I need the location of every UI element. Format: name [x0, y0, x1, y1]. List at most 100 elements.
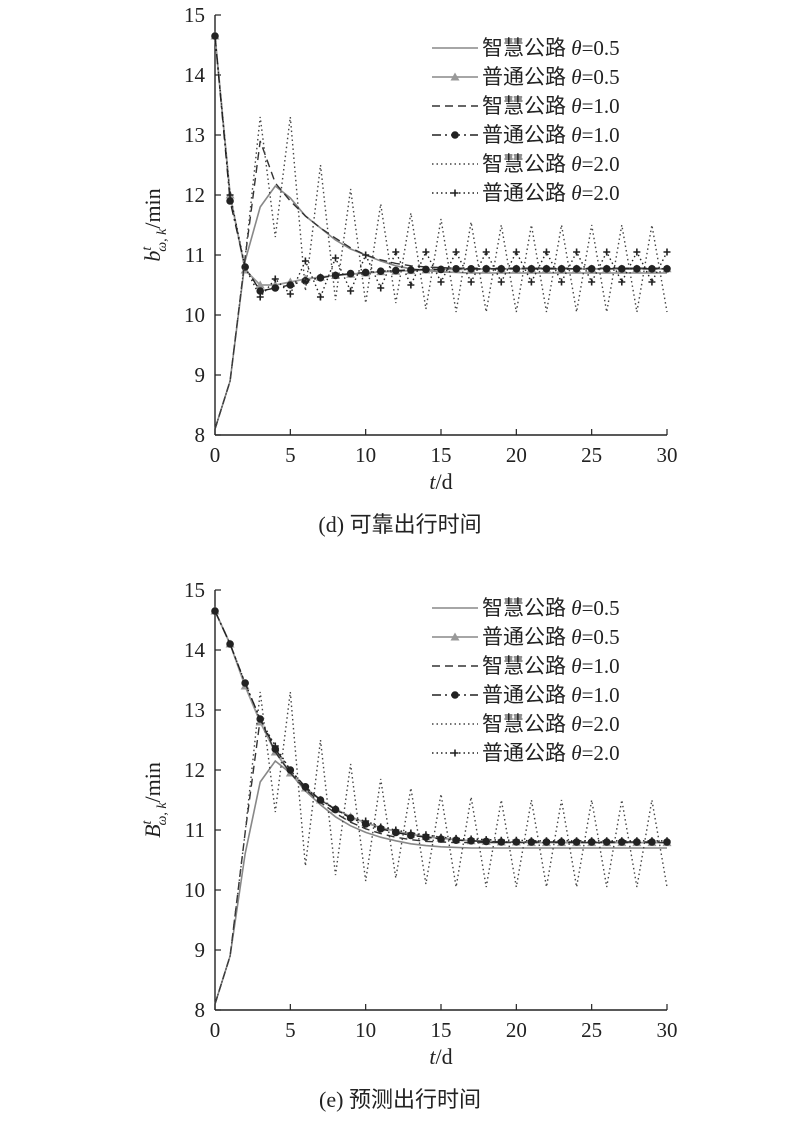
y-tick-label: 12 [184, 758, 205, 782]
legend-label: 普通公路 θ=0.5 [482, 625, 620, 649]
data-point [603, 837, 611, 845]
series-4 [211, 32, 671, 295]
data-point [422, 831, 430, 839]
data-point [437, 278, 445, 286]
data-point [286, 766, 294, 774]
data-point [497, 278, 505, 286]
x-tick-label: 30 [657, 443, 678, 467]
data-point [347, 287, 355, 295]
data-point [467, 835, 475, 843]
data-point [663, 837, 671, 845]
legend-marker [451, 749, 459, 757]
data-point [648, 837, 656, 845]
x-tick-label: 5 [285, 1018, 296, 1042]
y-tick-label: 11 [185, 243, 205, 267]
data-point [633, 248, 641, 256]
data-point [241, 679, 249, 687]
x-tick-label: 10 [355, 443, 376, 467]
data-point [226, 191, 234, 199]
data-point [648, 278, 656, 286]
y-tick-label: 14 [184, 63, 206, 87]
caption: (d) 可靠出行时间 [318, 512, 481, 537]
data-point [648, 265, 656, 273]
series-6 [211, 607, 671, 845]
chart-panel-d: 8 9 10 11 12 13 14 15 0 5 10 15 20 25 30 t/d btω, k/min 智… [140, 3, 678, 537]
data-point [437, 265, 445, 274]
data-point [422, 248, 430, 256]
y-tick-label: 8 [195, 998, 206, 1022]
data-point [467, 278, 475, 286]
x-axis-label: t/d [429, 1044, 452, 1069]
x-tick-label: 0 [210, 443, 221, 467]
legend-label: 普通公路 θ=0.5 [482, 65, 620, 89]
x-tick-label: 20 [506, 1018, 527, 1042]
data-point [527, 278, 535, 286]
data-point [497, 265, 506, 273]
data-point [392, 248, 400, 256]
y-tick-label: 13 [184, 698, 205, 722]
data-point [512, 836, 520, 844]
series-1 [214, 759, 667, 1005]
data-point [332, 254, 340, 262]
legend-marker [451, 131, 459, 139]
x-tick-label: 30 [657, 1018, 678, 1042]
legend-label: 智慧公路 θ=2.0 [482, 712, 620, 736]
data-point [452, 248, 460, 256]
data-point [663, 265, 671, 273]
data-point [362, 251, 370, 259]
data-point [255, 280, 265, 289]
data-point [211, 607, 219, 615]
data-point [482, 836, 490, 844]
series-5 [214, 116, 668, 430]
data-point [512, 248, 520, 256]
data-point [376, 267, 385, 276]
x-tick-label: 0 [210, 1018, 221, 1042]
data-point [437, 833, 445, 841]
y-tick-label: 15 [184, 3, 205, 27]
series-6 [211, 32, 671, 301]
data-point [407, 281, 415, 289]
data-point [618, 265, 626, 273]
x-tick-label: 25 [581, 1018, 602, 1042]
data-point [256, 715, 264, 723]
data-point [633, 837, 641, 845]
data-point [316, 293, 324, 301]
data-point [301, 784, 309, 792]
data-point [332, 805, 340, 813]
y-tick-label: 9 [195, 363, 206, 387]
data-point [392, 266, 400, 275]
legend-label: 普通公路 θ=1.0 [482, 123, 620, 147]
y-tick-label: 14 [184, 638, 206, 662]
data-point [497, 836, 505, 844]
data-point [512, 265, 521, 273]
data-point [452, 265, 460, 273]
data-point [587, 265, 596, 273]
data-point [271, 284, 280, 292]
data-point [572, 265, 581, 273]
x-tick-label: 25 [581, 443, 602, 467]
data-point [588, 837, 596, 845]
legend-label: 智慧公路 θ=0.5 [482, 36, 620, 60]
data-point [467, 265, 475, 273]
legend-marker [451, 189, 459, 197]
y-axis-label: Btω, k/min [140, 762, 170, 838]
x-tick-label: 20 [506, 443, 527, 467]
data-point [407, 266, 415, 274]
data-point [558, 278, 566, 286]
data-point [377, 284, 385, 292]
data-point [392, 826, 400, 834]
y-tick-label: 13 [184, 123, 205, 147]
data-point [347, 814, 355, 822]
data-point [301, 277, 310, 285]
legend-marker [450, 632, 460, 641]
data-point [226, 640, 234, 648]
y-tick-label: 10 [184, 878, 205, 902]
data-point [452, 834, 460, 842]
data-point [271, 275, 279, 283]
data-point [241, 263, 249, 271]
x-tick-label: 15 [431, 1018, 452, 1042]
legend-label: 智慧公路 θ=1.0 [482, 94, 620, 118]
data-point [482, 248, 490, 256]
data-point [618, 837, 626, 845]
